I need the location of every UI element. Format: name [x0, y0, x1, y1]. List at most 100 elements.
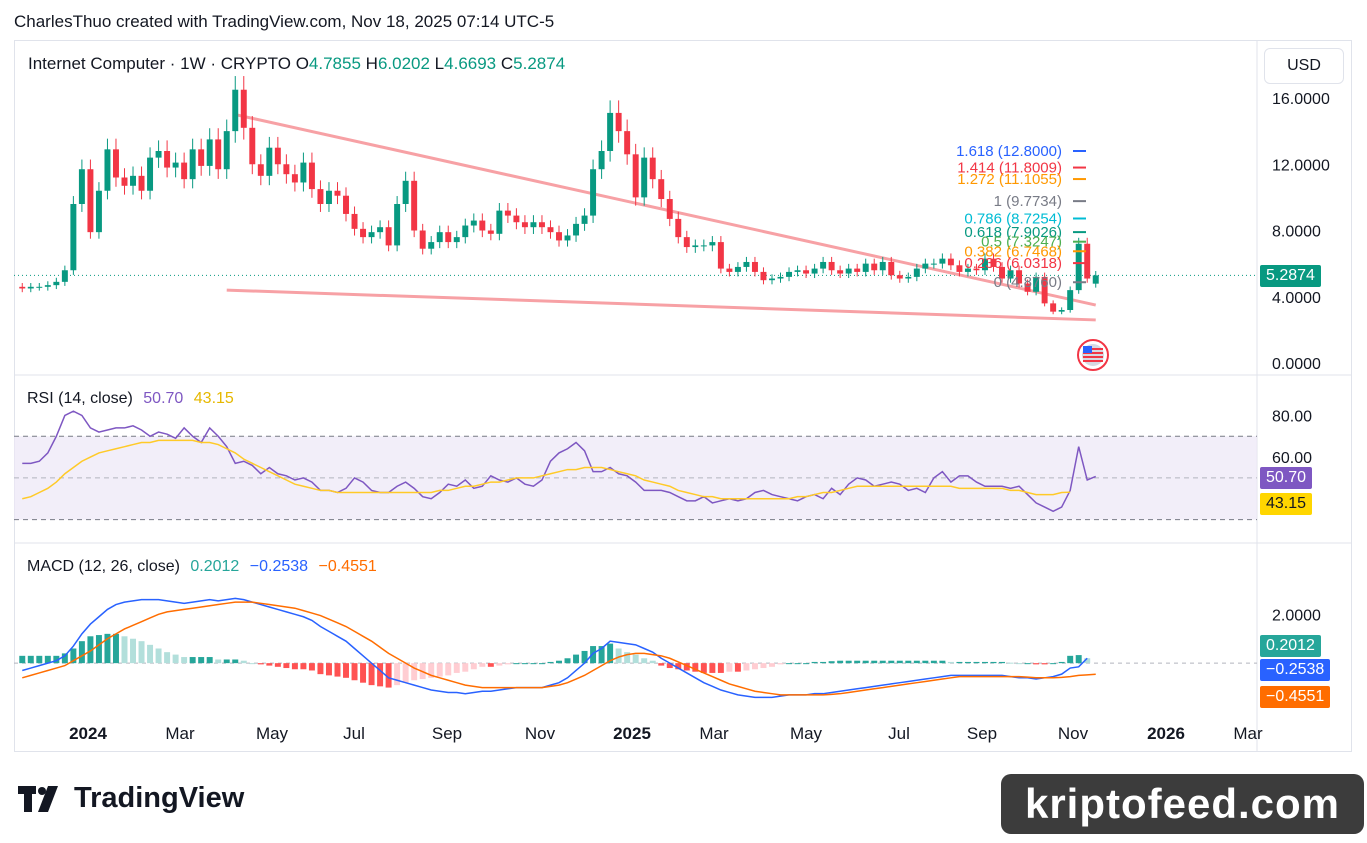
- rsi-series-line: [22, 439, 1071, 500]
- macd-histogram-bar: [547, 661, 554, 664]
- fib-level-label: 1.618 (12.8000): [956, 143, 1062, 160]
- candle: [95, 190, 102, 233]
- low-value: 4.6693: [444, 54, 497, 73]
- candle: [649, 157, 656, 180]
- candle: [820, 261, 827, 269]
- currency-button[interactable]: USD: [1264, 48, 1344, 84]
- x-tick-label: Sep: [432, 724, 462, 743]
- candle: [283, 164, 290, 175]
- candle: [334, 190, 341, 196]
- candle: [61, 270, 68, 282]
- candle: [683, 237, 690, 248]
- candle: [419, 230, 426, 249]
- candle: [692, 245, 699, 248]
- candle: [487, 230, 494, 234]
- candle: [274, 147, 281, 165]
- macd-histogram-bar: [803, 663, 810, 665]
- candle: [147, 157, 154, 191]
- fib-level-label: 1.414 (11.8009): [957, 160, 1062, 177]
- macd-histogram-bar: [734, 663, 741, 672]
- candle: [257, 164, 264, 176]
- macd-histogram-bar: [964, 661, 971, 664]
- macd-histogram-bar: [274, 663, 281, 667]
- candle: [462, 225, 469, 238]
- macd-histogram-bar: [862, 660, 869, 664]
- macd-histogram-bar: [717, 663, 724, 673]
- candle: [44, 285, 51, 287]
- candle: [590, 169, 597, 216]
- macd-histogram-bar: [1058, 661, 1065, 664]
- candle: [181, 162, 188, 180]
- macd-histogram-bar: [138, 641, 145, 664]
- macd-histogram-bar: [922, 660, 929, 664]
- candle: [206, 139, 213, 166]
- candle: [896, 275, 903, 279]
- macd-histogram-bar: [394, 663, 401, 686]
- candle: [1058, 310, 1065, 312]
- candle: [1092, 275, 1099, 284]
- candle: [291, 174, 298, 183]
- macd-histogram-bar: [428, 663, 435, 678]
- symbol-info: Internet Computer · 1W · CRYPTO O4.7855 …: [28, 54, 565, 74]
- candle: [760, 271, 767, 281]
- tradingview-logo[interactable]: TradingView: [18, 782, 244, 815]
- fib-level-label: 0 (4.8760): [994, 274, 1062, 291]
- candle: [1041, 276, 1048, 304]
- candle: [368, 232, 375, 238]
- macd-histogram-bar: [351, 663, 358, 681]
- candle: [496, 210, 503, 234]
- candle: [240, 89, 247, 128]
- macd-histogram-bar: [947, 661, 954, 664]
- macd-histogram-bar: [266, 663, 273, 666]
- price-tick-label: 0.0000: [1272, 356, 1321, 373]
- x-tick-label: Mar: [699, 724, 729, 743]
- macd-histogram-bar: [769, 663, 775, 667]
- candle: [973, 268, 980, 271]
- candle: [36, 286, 43, 288]
- macd-histogram-bar: [513, 663, 520, 665]
- x-tick-label: 2024: [69, 724, 107, 743]
- candle: [198, 149, 205, 166]
- macd-histogram-bar: [556, 660, 562, 664]
- fib-level-label: 0.618 (7.9026): [964, 224, 1062, 241]
- candle: [351, 213, 358, 229]
- x-tick-label: Jul: [343, 724, 365, 743]
- macd-histogram-bar: [615, 648, 622, 664]
- tv-logo-icon: [18, 785, 58, 812]
- candle: [556, 232, 562, 241]
- macd-histogram-bar: [692, 663, 699, 672]
- candle: [769, 278, 775, 281]
- fib-level-label: 1.272 (11.1055): [957, 171, 1062, 188]
- candle: [641, 157, 648, 198]
- macd-histogram-bar: [504, 663, 511, 665]
- macd-histogram-bar: [786, 663, 793, 665]
- candle: [632, 154, 639, 198]
- macd-histogram-bar: [95, 635, 102, 664]
- candle: [53, 281, 60, 286]
- macd-histogram-bar: [325, 663, 332, 676]
- macd-histogram-bar: [1084, 658, 1091, 664]
- macd-histogram-bar: [223, 659, 230, 664]
- candle: [538, 222, 545, 228]
- macd-histogram-bar: [1016, 663, 1023, 665]
- candle: [27, 286, 34, 289]
- macd-histogram-bar: [360, 663, 367, 683]
- flag-stripe: [1083, 352, 1103, 354]
- macd-histogram-bar: [436, 663, 443, 677]
- macd-histogram-bar: [78, 641, 85, 664]
- candle: [172, 162, 179, 168]
- macd-histogram-bar: [1033, 663, 1040, 665]
- x-tick-label: Sep: [967, 724, 997, 743]
- chart-panel[interactable]: [14, 40, 1352, 752]
- macd-series-line: [22, 601, 1096, 696]
- candle: [930, 263, 937, 265]
- candle: [470, 220, 477, 226]
- macd-histogram-bar: [27, 655, 34, 664]
- candle: [913, 268, 920, 277]
- candle: [624, 131, 631, 155]
- macd-histogram-bar: [845, 660, 852, 664]
- candle: [155, 151, 162, 158]
- price-tick-label: 8.0000: [1272, 224, 1321, 241]
- candle: [581, 215, 588, 224]
